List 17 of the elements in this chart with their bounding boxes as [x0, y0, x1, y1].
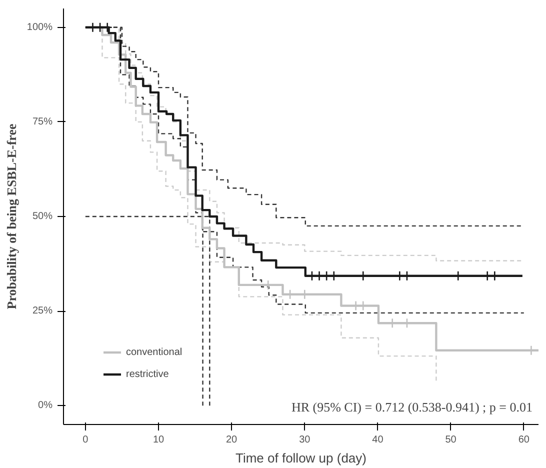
- legend-label: restrictive: [126, 368, 169, 380]
- x-tick-label: 40: [372, 434, 384, 446]
- x-tick-label: 0: [82, 434, 89, 446]
- y-tick-label: 0%: [38, 400, 53, 412]
- y-tick-label: 100%: [26, 22, 53, 33]
- x-tick-label: 60: [518, 434, 530, 446]
- x-axis-title: Time of follow up (day): [235, 450, 367, 466]
- x-tick-label: 30: [299, 434, 311, 446]
- x-tick-label: 50: [445, 434, 457, 446]
- x-tick-label: 20: [226, 434, 238, 446]
- legend-label: conventional: [126, 346, 182, 358]
- y-tick-label: 75%: [32, 116, 53, 128]
- y-tick-label: 25%: [32, 306, 53, 317]
- y-axis-title: Probability of being ESBL-E-free: [4, 124, 19, 310]
- y-tick-label: 50%: [32, 211, 53, 222]
- x-tick-label: 10: [152, 434, 164, 446]
- annotation: HR (95% CI) = 0.712 (0.538-0.941) ; p = 0.01: [291, 400, 533, 414]
